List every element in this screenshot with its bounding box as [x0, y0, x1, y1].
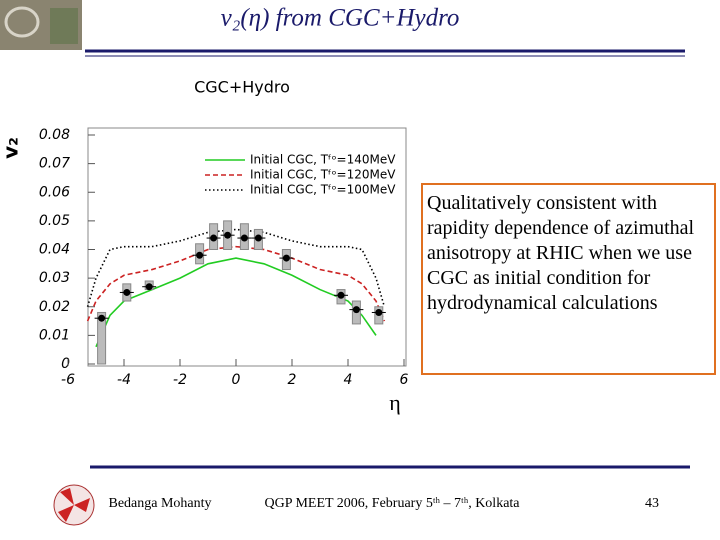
y-tick-label: 0.02 — [39, 299, 70, 315]
slide-title: v₂(η) from CGC+Hydro — [221, 5, 460, 32]
x-tick-label: -2 — [173, 372, 187, 388]
data-point — [337, 291, 345, 299]
y-tick-label: 0.05 — [39, 213, 70, 229]
y-tick-label: 0.06 — [39, 184, 70, 200]
footer-event: QGP MEET 2006, February 5ᵗʰ – 7ᵗʰ, Kolka… — [264, 496, 520, 511]
data-point — [98, 314, 106, 322]
y-tick-label: 0.03 — [39, 270, 70, 286]
logo-mark — [58, 488, 90, 522]
text-box: Qualitatively consistent with rapidity d… — [421, 183, 716, 375]
data-point — [210, 234, 218, 242]
page-number: 43 — [645, 496, 659, 511]
y-tick-label: 0.07 — [39, 156, 70, 172]
y-tick-label: 0.01 — [39, 327, 70, 343]
y-tick-label: 0.08 — [39, 127, 70, 143]
photo-field — [50, 8, 78, 44]
y-tick-label: 0 — [61, 356, 70, 372]
data-point — [145, 283, 153, 291]
footer-author: Bedanga Mohanty — [108, 496, 211, 511]
legend-label: Initial CGC, Tᶠᵒ=120MeV — [250, 168, 396, 182]
data-point — [254, 234, 262, 242]
line — [95, 257, 377, 348]
y-tick-label: 0.04 — [39, 242, 70, 258]
chart-title: CGC+Hydro — [194, 78, 290, 97]
data-point — [240, 234, 248, 242]
data-point — [352, 306, 360, 314]
x-tick-label: 2 — [288, 372, 297, 388]
x-tick-label: -4 — [117, 372, 131, 388]
x-tick-label: -6 — [61, 372, 75, 388]
legend-label: Initial CGC, Tᶠᵒ=100MeV — [250, 183, 396, 197]
legend-label: Initial CGC, Tᶠᵒ=140MeV — [250, 153, 396, 167]
data-point — [196, 251, 204, 259]
data-point — [224, 231, 232, 239]
x-tick-label: 0 — [232, 372, 241, 388]
x-tick-label: 6 — [400, 372, 409, 388]
x-tick-label: 4 — [344, 372, 353, 388]
data-point — [375, 308, 383, 316]
data-point — [123, 288, 131, 296]
data-point — [282, 254, 290, 262]
plot-frame — [87, 127, 407, 367]
line — [86, 245, 386, 322]
photo-ring — [4, 6, 40, 38]
x-axis-label: η — [389, 390, 401, 415]
y-axis-label: v₂ — [0, 137, 23, 159]
sys-box — [97, 311, 107, 365]
